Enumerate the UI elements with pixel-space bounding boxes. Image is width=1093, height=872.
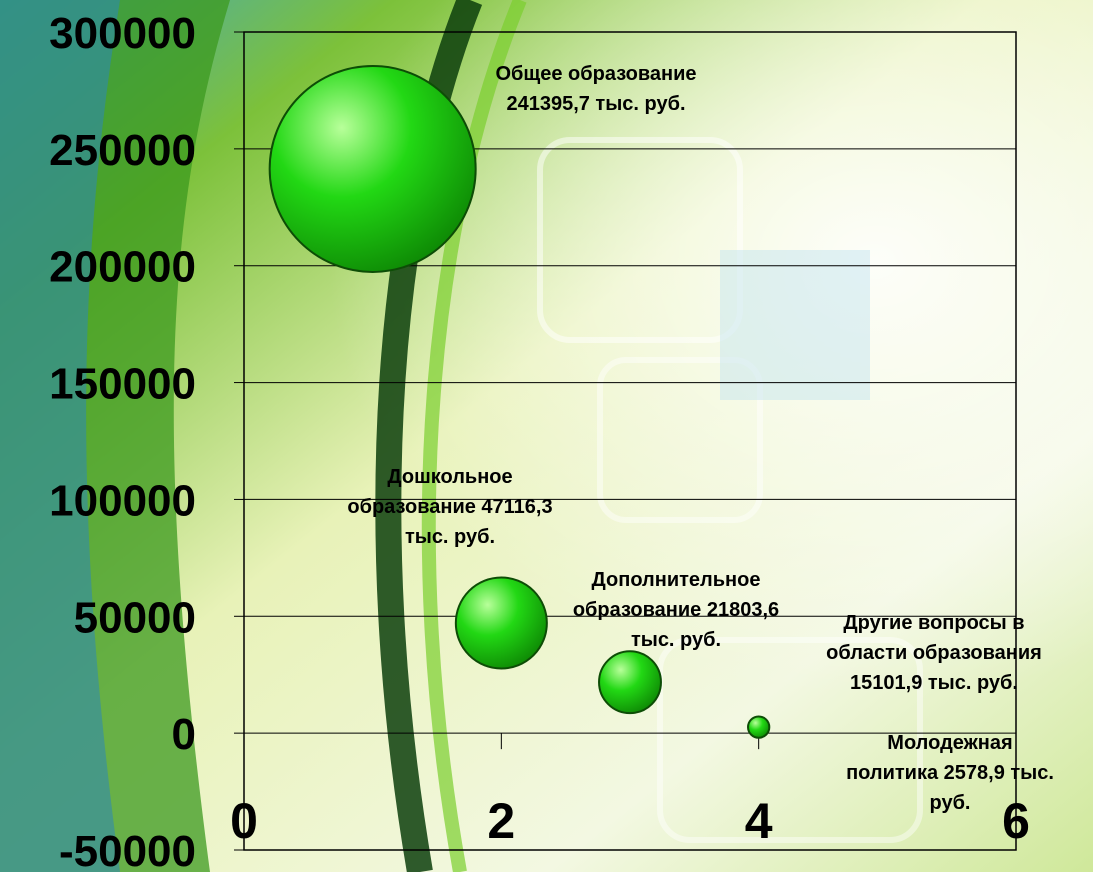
y-tick-label: -50000 xyxy=(59,827,196,872)
x-tick-label: 4 xyxy=(745,793,773,849)
bubble-label: Другие вопросы в области образования 15101… xyxy=(826,612,1042,694)
y-tick-label: 0 xyxy=(172,710,196,759)
x-axis-ticks: 0 2 4 6 xyxy=(230,733,1030,849)
x-tick-label: 2 xyxy=(487,793,515,849)
bubble xyxy=(747,715,771,739)
bubble-labels: Общее образование 241395,7 тыс. руб. Дошко… xyxy=(347,63,1054,814)
y-tick-label: 50000 xyxy=(74,593,196,642)
bubble-label: Общее образование 241395,7 тыс. руб. xyxy=(495,63,696,115)
bubble xyxy=(268,64,477,273)
bubble-label: Молодежная политика 2578,9 тыс. руб. xyxy=(846,732,1054,814)
bubble-label: Дополнительное образование 21803,6 тыс. ру… xyxy=(573,569,779,651)
y-tick-label: 150000 xyxy=(49,360,196,409)
bubble xyxy=(454,576,548,670)
bubble-label: Дошкольное образование 47116,3 тыс. руб. xyxy=(347,466,552,548)
y-axis-ticks: 300000 250000 200000 150000 100000 50000 0 -500… xyxy=(49,9,244,872)
y-tick-label: 200000 xyxy=(49,243,196,292)
bubble xyxy=(598,650,662,715)
bubble-series xyxy=(268,64,771,739)
x-tick-label: 0 xyxy=(230,793,258,849)
y-tick-label: 100000 xyxy=(49,476,196,525)
y-tick-label: 250000 xyxy=(49,126,196,175)
y-tick-label: 300000 xyxy=(49,9,196,58)
x-tick-label: 6 xyxy=(1002,793,1030,849)
